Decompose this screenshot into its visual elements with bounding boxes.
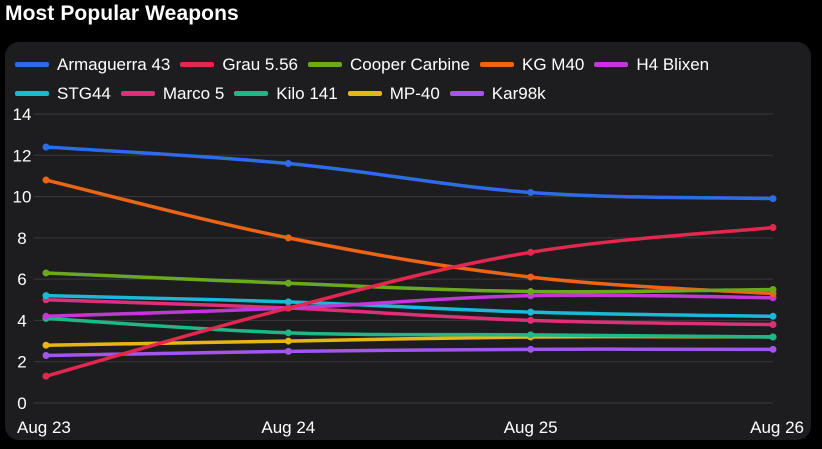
data-point [284, 298, 292, 306]
legend-item[interactable]: Armaguerra 43 [15, 55, 170, 75]
series-line [44, 316, 775, 339]
data-point [769, 224, 777, 232]
legend-swatch [15, 62, 49, 67]
y-tick-label: 8 [17, 229, 26, 248]
series-line [44, 347, 775, 358]
legend-swatch [480, 62, 515, 67]
series-line [44, 225, 775, 378]
legend-swatch [594, 62, 629, 67]
legend-swatch [15, 91, 49, 96]
legend-label: STG44 [57, 83, 111, 103]
legend-label: KG M40 [522, 54, 585, 74]
data-point [527, 316, 535, 324]
x-tick-label: Aug 24 [261, 418, 315, 437]
chart-legend: Armaguerra 43 Grau 5.56 Cooper Carbine KG M… [15, 50, 815, 108]
legend-swatch [449, 91, 484, 96]
data-point [527, 188, 535, 196]
data-point [527, 248, 535, 256]
data-point [769, 195, 777, 203]
data-point [284, 347, 292, 355]
legend-label: Marco 5 [162, 83, 225, 103]
data-point [42, 372, 50, 380]
data-point [42, 312, 50, 320]
chart-card [5, 42, 811, 440]
data-point [42, 269, 50, 277]
series-line [44, 271, 775, 294]
data-point [527, 345, 535, 353]
data-point [42, 143, 50, 151]
data-point [527, 273, 535, 281]
series-line [44, 293, 775, 319]
legend-item[interactable]: Cooper Carbine [308, 55, 470, 75]
page-title: Most Popular Weapons [5, 2, 239, 25]
series-line [44, 145, 775, 201]
legend-label: MP-40 [389, 83, 440, 103]
legend-swatch [308, 62, 342, 67]
data-point [769, 333, 777, 341]
data-point [527, 288, 535, 296]
data-point [527, 331, 535, 339]
x-tick-label: Aug 23 [17, 418, 71, 437]
legend-row: STG44 Marco 5 Kilo 141 MP-40 Kar98k [15, 79, 815, 108]
legend-label: Kilo 141 [276, 83, 338, 103]
y-tick-label: 4 [17, 311, 26, 330]
legend-item[interactable]: KG M40 [480, 55, 584, 75]
data-point [769, 345, 777, 353]
data-point [284, 329, 292, 337]
y-tick-label: 2 [17, 353, 26, 372]
data-point [284, 337, 292, 345]
legend-item[interactable]: MP-40 [347, 83, 440, 104]
data-point [42, 176, 50, 184]
legend-swatch [120, 91, 155, 96]
x-tick-label: Aug 25 [504, 418, 558, 437]
y-tick-label: 0 [17, 394, 26, 413]
data-point [769, 321, 777, 329]
legend-label: Cooper Carbine [350, 54, 471, 74]
data-point [769, 285, 777, 293]
legend-label: Grau 5.56 [222, 54, 298, 74]
series-line [44, 298, 775, 327]
data-point [42, 292, 50, 300]
legend-item[interactable]: STG44 [15, 84, 111, 104]
data-point [284, 279, 292, 287]
legend-item[interactable]: Kar98k [449, 83, 546, 104]
legend-item[interactable]: H4 Blixen [594, 55, 709, 75]
legend-label: Kar98k [491, 83, 546, 103]
data-point [284, 304, 292, 312]
data-point [769, 312, 777, 320]
legend-label: H4 Blixen [636, 54, 710, 74]
legend-item[interactable]: Grau 5.56 [180, 55, 298, 75]
data-point [527, 308, 535, 316]
legend-item[interactable]: Marco 5 [120, 83, 225, 104]
x-tick-label: Aug 26 [750, 418, 804, 437]
legend-row: Armaguerra 43 Grau 5.56 Cooper Carbine KG M… [15, 50, 815, 79]
y-tick-label: 6 [17, 270, 26, 289]
data-point [284, 160, 292, 168]
data-point [284, 234, 292, 242]
series-line [44, 293, 775, 319]
y-tick-label: 10 [13, 188, 32, 207]
data-point [42, 341, 50, 349]
y-tick-label: 12 [13, 146, 32, 165]
legend-swatch [234, 91, 269, 96]
legend-item[interactable]: Kilo 141 [234, 83, 338, 104]
data-point [42, 352, 50, 360]
series-line [44, 178, 775, 296]
legend-swatch [347, 91, 382, 96]
y-tick-label: 14 [13, 105, 32, 124]
legend-swatch [180, 62, 215, 67]
legend-label: Armaguerra 43 [57, 54, 171, 74]
